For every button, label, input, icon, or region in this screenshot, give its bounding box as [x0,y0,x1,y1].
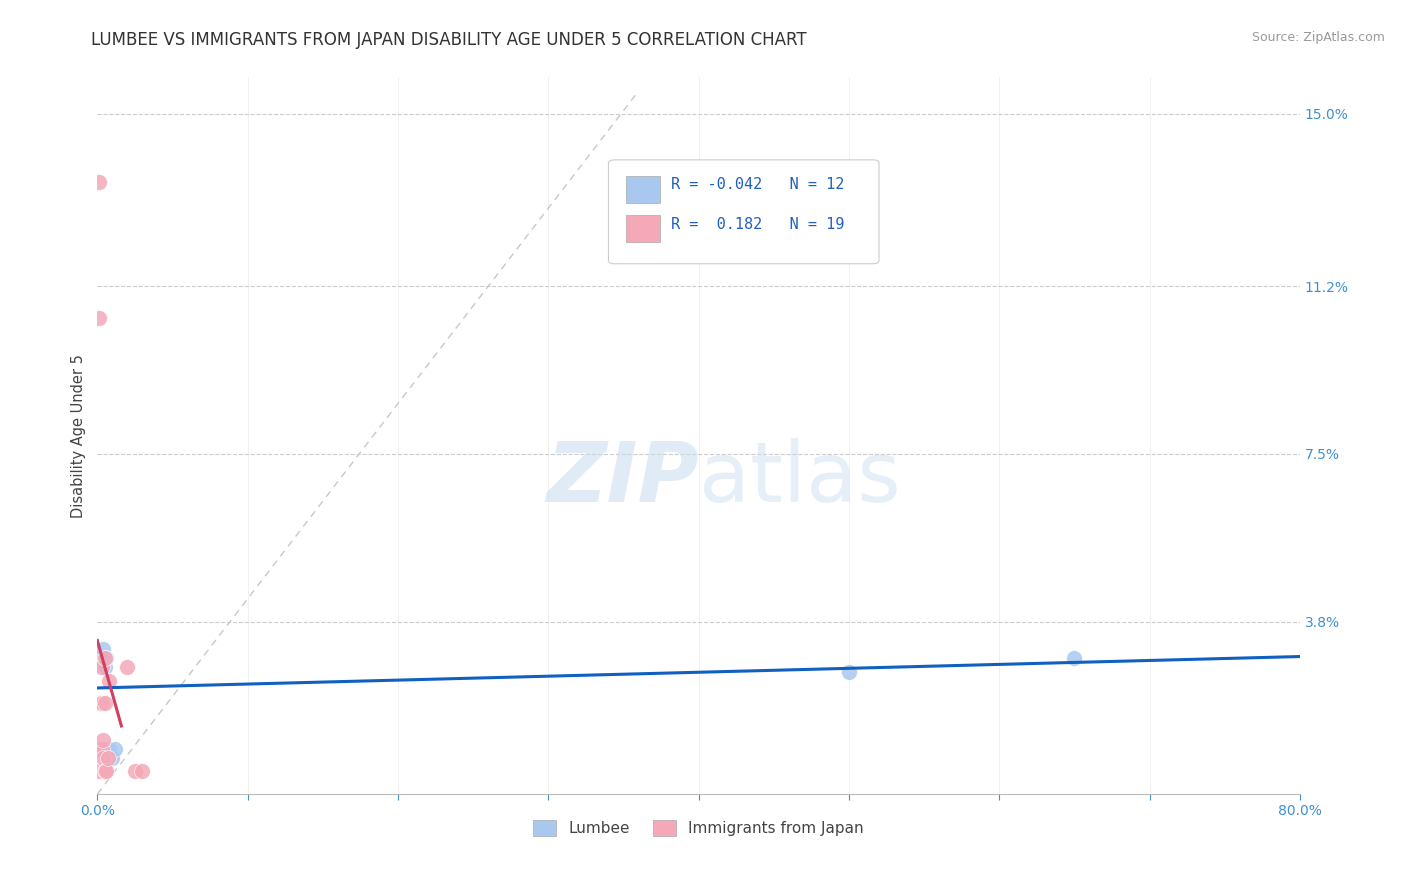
Point [94,651,117,665]
Text: atlas: atlas [699,438,900,519]
Point [90,741,112,756]
Point [89,660,111,674]
Point [87,310,110,325]
Point [89,651,111,665]
Point [97,750,120,764]
Point [838,665,860,679]
Point [87,651,110,665]
Point [104,741,127,756]
Text: LUMBEE VS IMMIGRANTS FROM JAPAN DISABILITY AGE UNDER 5 CORRELATION CHART: LUMBEE VS IMMIGRANTS FROM JAPAN DISABILI… [91,31,807,49]
Text: Source: ZipAtlas.com: Source: ZipAtlas.com [1251,31,1385,45]
Point [94,660,117,674]
Point [96,764,118,779]
Point [124,764,146,779]
Point [89,741,111,756]
Point [131,764,153,779]
Point [98,673,121,688]
Text: ZIP: ZIP [546,438,699,519]
Point [90,660,112,674]
Point [93,641,115,656]
Point [94,764,117,779]
Point [101,750,124,764]
FancyBboxPatch shape [627,215,661,243]
Text: R =  0.182   N = 19: R = 0.182 N = 19 [671,217,845,232]
Point [117,660,139,674]
Point [89,696,111,710]
Y-axis label: Disability Age Under 5: Disability Age Under 5 [72,354,86,517]
Point [93,732,115,747]
Point [96,651,118,665]
Point [87,764,110,779]
FancyBboxPatch shape [609,160,879,264]
Point [93,750,115,764]
Point [90,696,112,710]
Point [90,660,112,674]
Text: R = -0.042   N = 12: R = -0.042 N = 12 [671,178,845,193]
Point [94,696,117,710]
Legend: Lumbee, Immigrants from Japan: Lumbee, Immigrants from Japan [526,813,872,844]
Point [1063,651,1085,665]
Point [87,175,110,189]
Point [98,741,121,756]
FancyBboxPatch shape [627,176,661,202]
